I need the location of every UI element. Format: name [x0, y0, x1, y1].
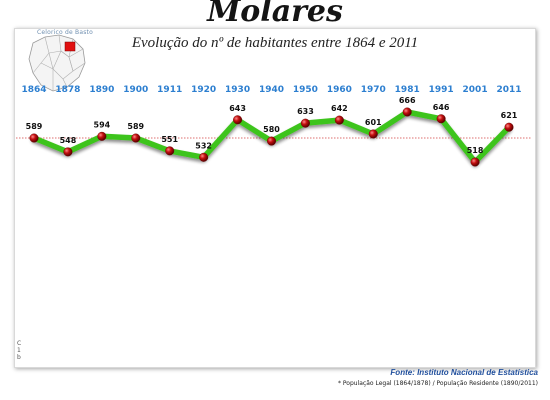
data-point [402, 107, 412, 117]
year-label: 1991 [429, 85, 454, 95]
data-point [470, 157, 480, 167]
year-label: 1930 [225, 85, 250, 95]
data-point [165, 146, 175, 156]
data-point [300, 118, 310, 128]
data-label: 642 [331, 104, 348, 113]
year-label: 1911 [157, 85, 182, 95]
data-label: 633 [297, 107, 314, 116]
year-label: 1920 [191, 85, 216, 95]
chart-subtitle: Evolução do nº de habitantes entre 1864 … [131, 35, 419, 51]
data-point [436, 114, 446, 124]
source-credit: Fonte: Instituto Nacional de Estatística [390, 368, 538, 377]
data-label: 580 [263, 125, 280, 134]
data-point [63, 147, 73, 157]
year-label: 1970 [361, 85, 386, 95]
year-label: 1960 [327, 85, 352, 95]
year-label: 2011 [496, 85, 521, 95]
molares-highlight [64, 41, 76, 52]
data-point [97, 131, 107, 141]
truncated-side-text: C 1 b [17, 340, 21, 361]
year-label: 1940 [259, 85, 284, 95]
data-point [334, 115, 344, 125]
data-label: 551 [161, 135, 178, 144]
data-point [233, 115, 243, 125]
side-text-line: b [17, 354, 21, 361]
data-label: 643 [229, 104, 246, 113]
year-label: 1981 [395, 85, 420, 95]
data-label: 594 [94, 120, 111, 129]
year-label: 1864 [21, 85, 46, 95]
year-label: 2001 [463, 85, 488, 95]
side-text-line: C [17, 340, 22, 347]
data-label: 589 [127, 122, 144, 131]
side-text-line: 1 [17, 347, 21, 354]
data-point [267, 136, 277, 146]
data-label: 548 [60, 136, 77, 145]
data-point [131, 133, 141, 143]
footnote: * População Legal (1864/1878) / Populaçã… [337, 380, 538, 387]
data-point [199, 152, 209, 162]
data-point [29, 133, 39, 143]
data-label: 646 [433, 103, 450, 112]
data-point [504, 122, 514, 132]
chart-frame: Celorico de Basto [14, 28, 536, 368]
year-label: 1878 [55, 85, 80, 95]
data-label: 518 [467, 146, 484, 155]
page-title: Molares [207, 0, 343, 29]
data-label: 621 [501, 111, 518, 120]
year-label: 1950 [293, 85, 318, 95]
municipality-map-inset [28, 34, 86, 92]
data-label: 666 [399, 96, 416, 105]
data-label: 601 [365, 118, 382, 127]
data-label: 589 [26, 122, 43, 131]
inset-map-label: Celorico de Basto [37, 29, 93, 36]
year-label: 1900 [123, 85, 148, 95]
data-point [368, 129, 378, 139]
data-label: 532 [195, 141, 212, 150]
year-label: 1890 [89, 85, 114, 95]
